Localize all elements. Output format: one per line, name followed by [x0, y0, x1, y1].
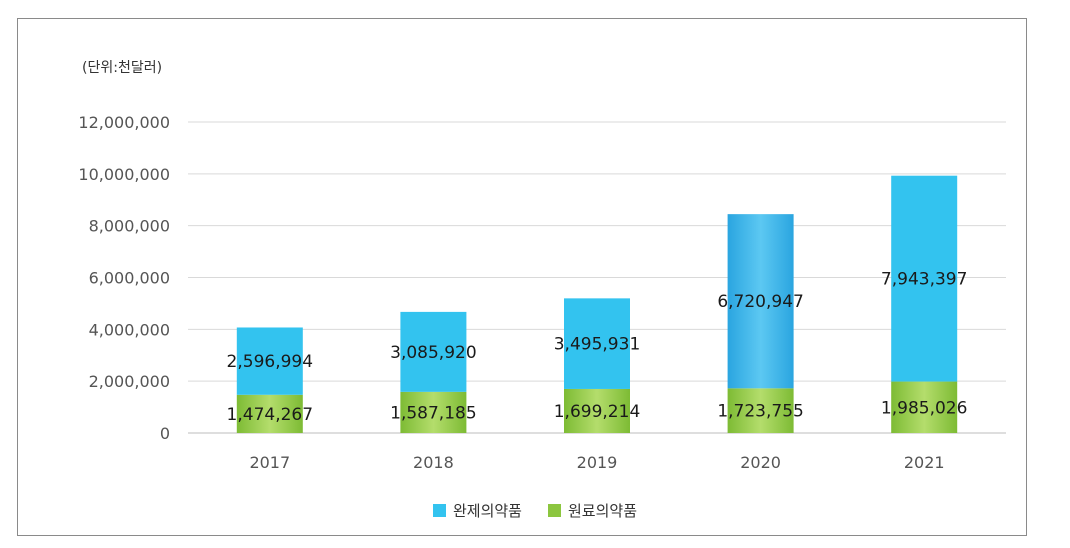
y-tick-label: 6,000,000 [89, 269, 170, 288]
data-label: 2,596,994 [227, 352, 314, 372]
bar-segment [727, 388, 794, 433]
data-label: 6,720,947 [717, 292, 804, 312]
y-axis-ticks: 0 2,000,000 4,000,000 6,000,000 8,000,000 10,… [78, 113, 170, 443]
bar-segment [400, 391, 467, 433]
legend-swatch-raw [548, 504, 561, 517]
y-tick-label: 8,000,000 [89, 217, 170, 236]
bar-segment [727, 214, 794, 389]
x-axis-ticks: 2017 2018 2019 2020 2021 [249, 453, 944, 472]
bar-segment [400, 311, 467, 392]
x-tick-label: 2019 [577, 453, 618, 472]
bar-segment [236, 394, 303, 433]
unit-label: (단위:천달러) [82, 60, 162, 76]
x-tick-label: 2018 [413, 453, 454, 472]
data-label: 1,985,026 [881, 398, 968, 418]
bar-segment [891, 381, 958, 433]
x-tick-label: 2017 [249, 453, 290, 472]
legend-label-finished: 완제의약품 [452, 502, 522, 520]
legend-label-raw: 원료의약품 [568, 502, 638, 520]
data-label: 7,943,397 [881, 270, 968, 290]
data-labels: 1,474,267 2,596,994 1,587,185 3,085,920 1,69… [227, 270, 968, 425]
legend-item-raw: 원료의약품 [548, 500, 637, 521]
legend-swatch-finished [432, 504, 446, 517]
legend: 완제의약품 원료의약품 [0, 500, 1070, 521]
x-tick-label: 2020 [740, 453, 781, 472]
bar-segment [891, 175, 958, 382]
bar-segment [236, 327, 303, 395]
bars [236, 175, 958, 433]
y-tick-label: 4,000,000 [89, 320, 170, 339]
x-tick-label: 2021 [904, 453, 945, 472]
y-tick-label: 12,000,000 [78, 113, 170, 132]
gridlines [188, 121, 1006, 434]
legend-item-finished: 완제의약품 [432, 500, 522, 521]
data-label: 1,587,185 [390, 403, 477, 423]
data-label: 1,699,214 [554, 402, 641, 422]
y-tick-label: 2,000,000 [89, 372, 170, 391]
data-label: 1,723,755 [717, 402, 804, 422]
data-label: 3,085,920 [390, 343, 477, 363]
bar-segment [564, 388, 630, 433]
data-label: 1,474,267 [227, 405, 314, 425]
data-label: 3,495,931 [554, 335, 641, 355]
y-tick-label: 10,000,000 [78, 165, 170, 184]
bar-segment [564, 298, 630, 389]
y-tick-label: 0 [160, 424, 170, 443]
